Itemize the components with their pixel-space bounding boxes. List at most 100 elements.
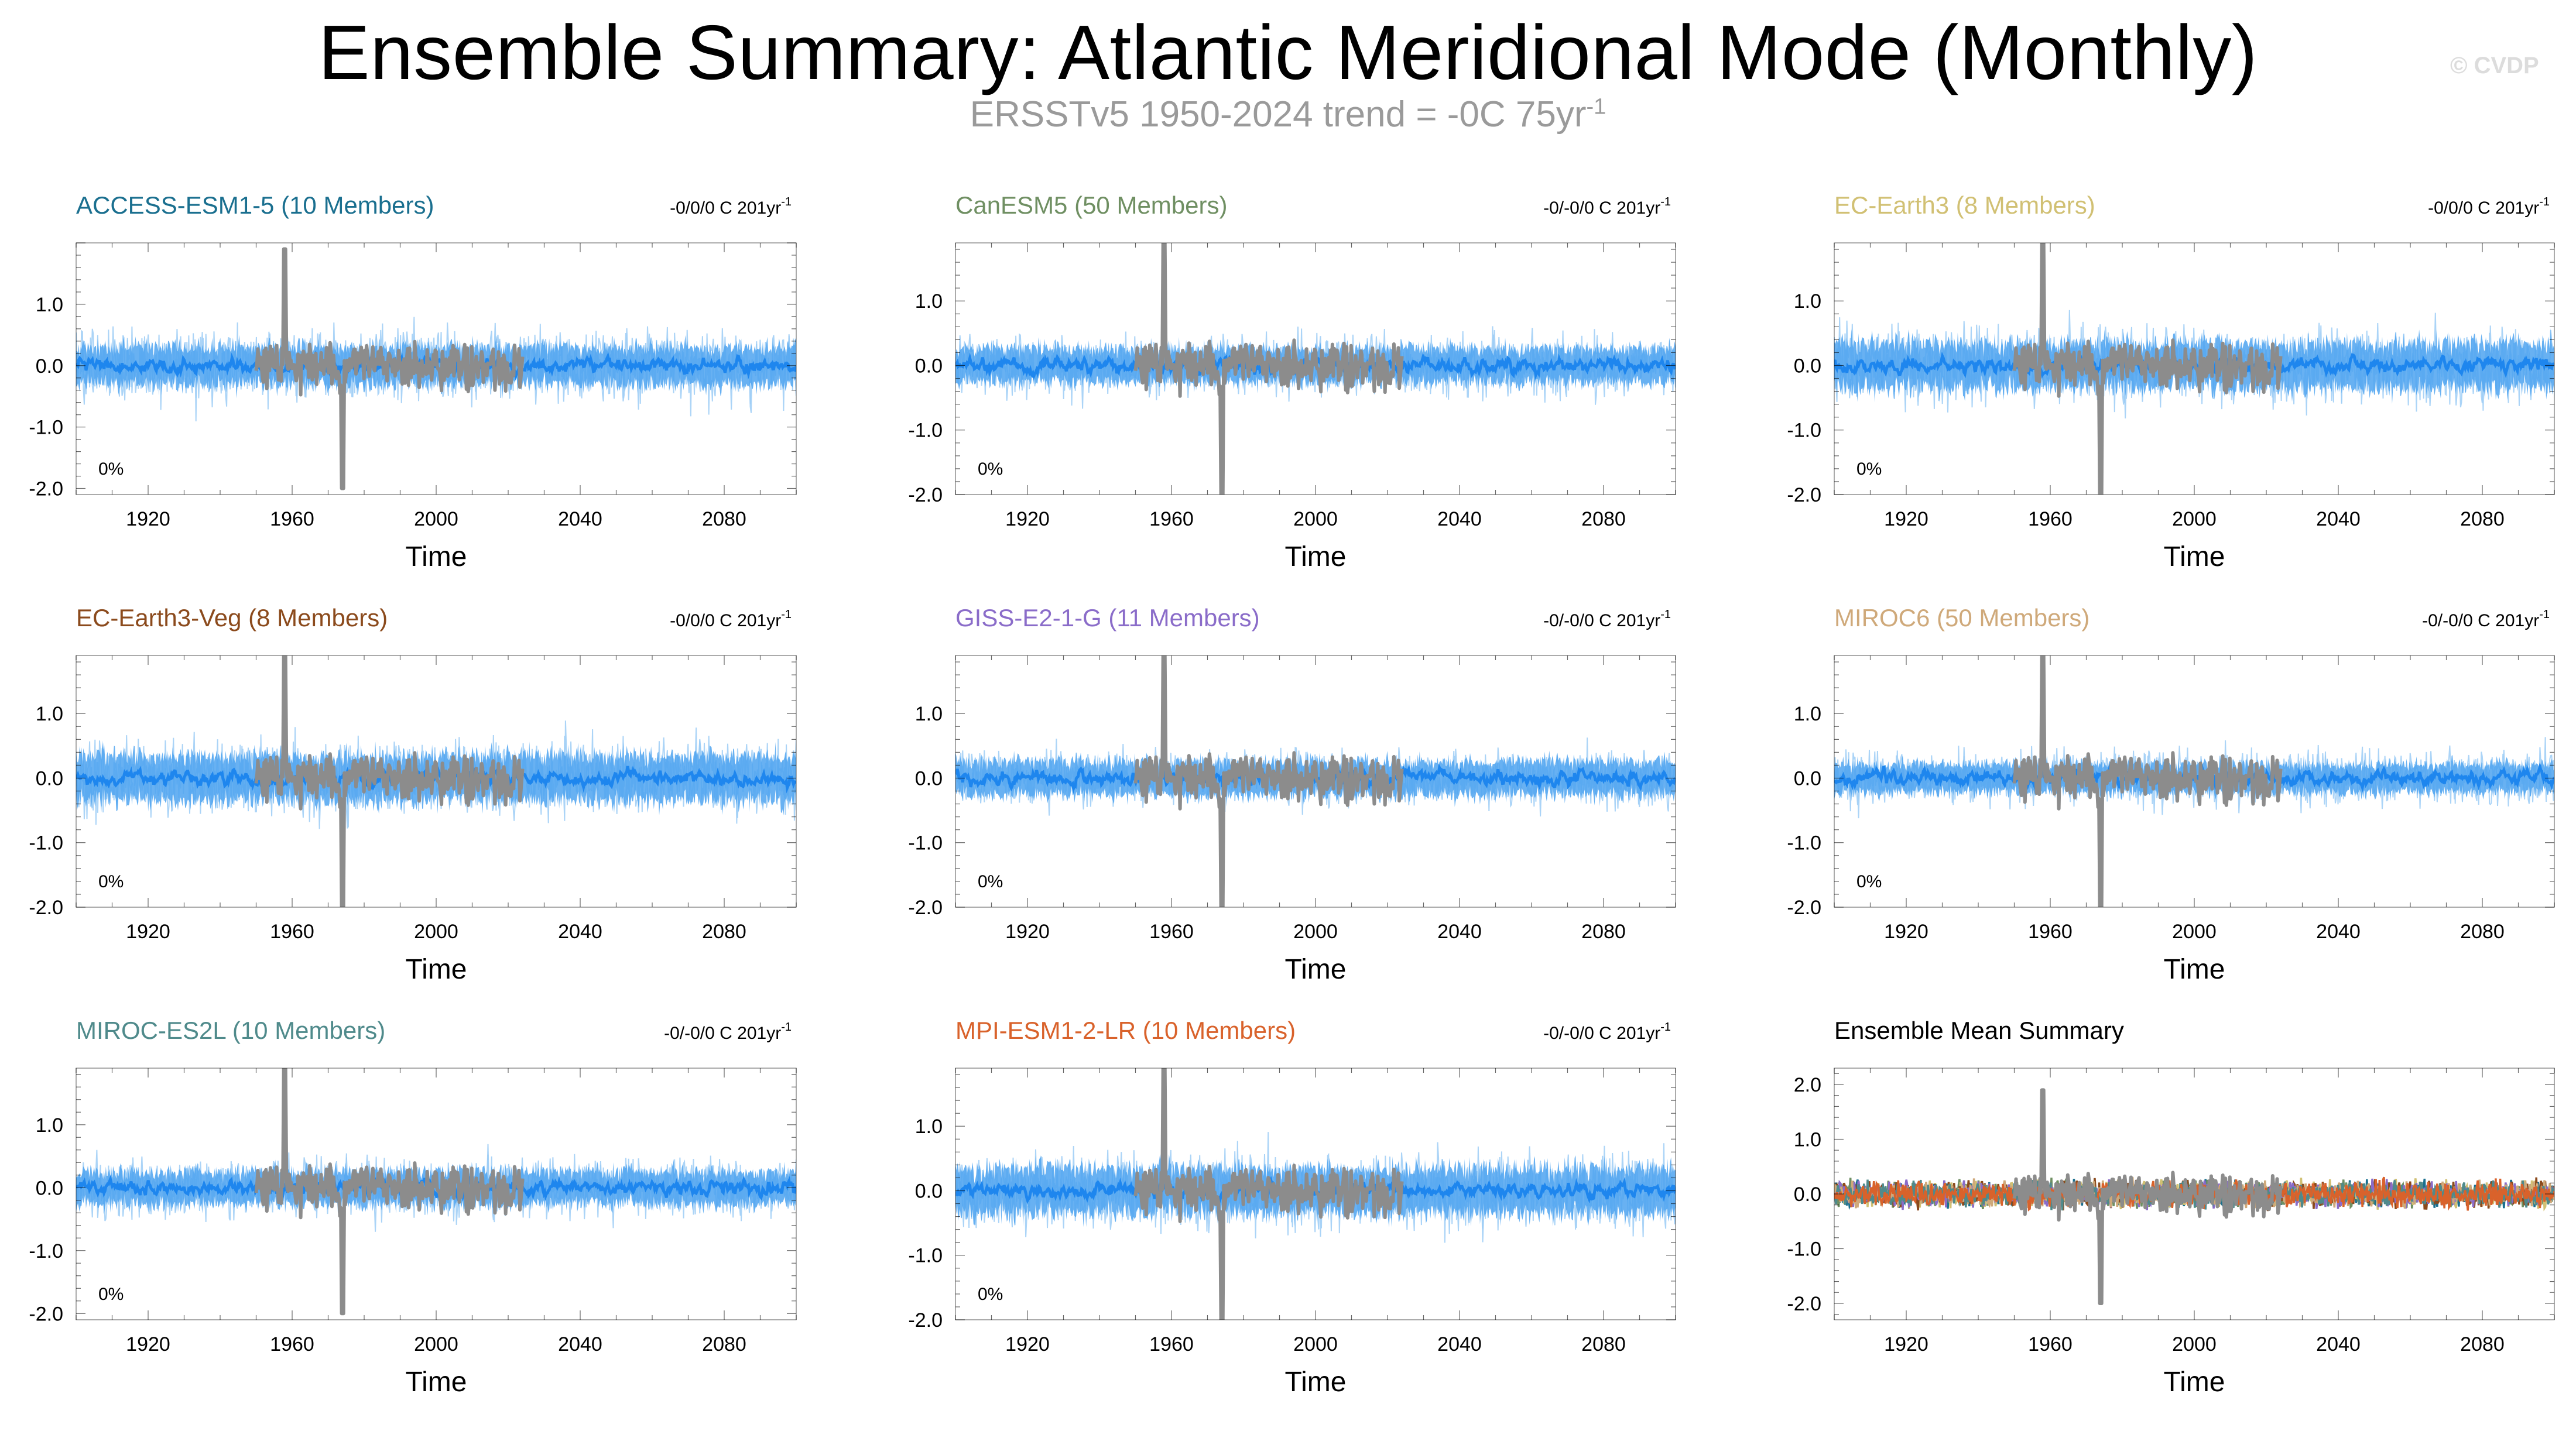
subtitle-superscript: -1: [1586, 94, 1606, 119]
observations-line: [2012, 243, 2283, 495]
x-tick-label: 2040: [1437, 508, 1482, 530]
y-tick-label: 0.0: [1794, 1183, 1821, 1206]
x-tick-label: 2080: [702, 1333, 746, 1355]
x-axis-label: Time: [2164, 954, 2225, 985]
x-tick-label: 2000: [2172, 921, 2217, 943]
plot-area: [1834, 656, 2554, 907]
x-tick-label: 1960: [270, 1333, 314, 1355]
x-tick-label: 1960: [1149, 508, 1194, 530]
plot-area: [76, 656, 796, 907]
x-tick-label: 1920: [126, 1333, 170, 1355]
trend-text: -0/-0/0 C 201yr: [664, 1024, 781, 1043]
plot-area: [76, 1068, 796, 1316]
trend-label: -0/-0/0 C 201yr-1: [1543, 1021, 1671, 1043]
y-tick-label: -1.0: [908, 420, 943, 442]
x-tick-label: 1960: [1149, 921, 1194, 943]
panel-title: ACCESS-ESM1-5 (10 Members): [76, 191, 434, 219]
y-tick-label: -1.0: [1787, 1238, 1821, 1260]
y-tick-label: 1.0: [1794, 1129, 1821, 1151]
y-tick-label: 1.0: [36, 294, 63, 316]
trend-superscript: -1: [2539, 608, 2550, 621]
observations-line: [1133, 656, 1404, 907]
x-axis-label: Time: [406, 1367, 467, 1398]
x-tick-label: 2040: [1437, 1333, 1482, 1355]
x-tick-label: 1920: [126, 921, 170, 943]
y-tick-label: -2.0: [908, 484, 943, 506]
x-tick-label: 1920: [126, 508, 170, 530]
trend-label: -0/-0/0 C 201yr-1: [1543, 608, 1671, 630]
y-tick-label: -2.0: [29, 478, 63, 500]
x-tick-label: 2000: [414, 921, 458, 943]
x-tick-label: 1920: [1884, 921, 1928, 943]
x-axis-label: Time: [2164, 1367, 2225, 1398]
y-tick-label: 2.0: [1794, 1074, 1821, 1096]
plot-area: [955, 243, 1676, 495]
x-tick-label: 2040: [558, 1333, 602, 1355]
x-tick-label: 1960: [2028, 921, 2073, 943]
observations-line: [254, 1068, 525, 1316]
panel-title: Ensemble Mean Summary: [1834, 1017, 2124, 1044]
trend-label: -0/-0/0 C 201yr-1: [1543, 195, 1671, 218]
x-axis-label: Time: [1285, 954, 1347, 985]
y-tick-label: -2.0: [29, 1303, 63, 1325]
trend-label: -0/-0/0 C 201yr-1: [664, 1021, 792, 1043]
x-tick-label: 1920: [1884, 1333, 1928, 1355]
x-tick-label: 1960: [2028, 1333, 2073, 1355]
observations-line: [2012, 656, 2283, 907]
y-tick-label: -2.0: [908, 1309, 943, 1332]
y-tick-label: -1.0: [908, 1245, 943, 1267]
x-tick-label: 2080: [2460, 508, 2505, 530]
x-tick-label: 1920: [1005, 921, 1050, 943]
x-tick-label: 2000: [1293, 508, 1338, 530]
y-tick-label: -2.0: [1787, 1293, 1821, 1315]
x-tick-label: 2040: [1437, 921, 1482, 943]
x-tick-label: 2080: [2460, 1333, 2505, 1355]
chart-panel-4: 1920 1960 2000 2040 2080 1.0 0.0 -1.0 -2.0 Time EC…: [29, 604, 797, 985]
x-tick-label: 2080: [1581, 508, 1626, 530]
y-tick-label: -2.0: [29, 897, 63, 919]
panel-title: CanESM5 (50 Members): [955, 191, 1227, 219]
y-tick-label: 0.0: [36, 355, 63, 378]
x-tick-label: 2000: [2172, 1333, 2217, 1355]
x-tick-label: 1920: [1884, 508, 1928, 530]
chart-panel-9: 1920 1960 2000 2040 2080 2.0 1.0 0.0 -1.0 -2.0 Tim…: [1787, 1017, 2555, 1398]
percent-label: 0%: [978, 459, 1003, 479]
plot-area: [955, 1068, 1676, 1320]
x-tick-label: 1920: [1005, 1333, 1050, 1355]
chart-panel-7: 1920 1960 2000 2040 2080 1.0 0.0 -1.0 -2.0 Time MI…: [29, 1017, 797, 1398]
trend-superscript: -1: [1660, 1021, 1671, 1034]
percent-label: 0%: [978, 1285, 1003, 1304]
x-tick-label: 2080: [702, 921, 746, 943]
trend-superscript: -1: [2539, 195, 2550, 208]
x-tick-label: 1920: [1005, 508, 1050, 530]
panel-title: MIROC6 (50 Members): [1834, 604, 2089, 632]
percent-label: 0%: [98, 1285, 124, 1304]
y-tick-label: 0.0: [915, 355, 943, 377]
y-tick-label: 1.0: [915, 1116, 943, 1138]
trend-text: -0/-0/0 C 201yr: [1543, 611, 1660, 630]
x-tick-label: 2040: [2316, 508, 2361, 530]
y-tick-label: 1.0: [36, 1114, 63, 1137]
y-tick-label: 1.0: [915, 703, 943, 725]
y-tick-label: -1.0: [1787, 832, 1821, 855]
trend-superscript: -1: [781, 195, 792, 208]
y-tick-label: -2.0: [1787, 484, 1821, 506]
x-tick-label: 2000: [414, 1333, 458, 1355]
x-tick-label: 2040: [558, 921, 602, 943]
x-tick-label: 2080: [1581, 1333, 1626, 1355]
subtitle-text: ERSSTv5 1950-2024 trend = -0C 75yr: [970, 94, 1587, 135]
panel-title: MPI-ESM1-2-LR (10 Members): [955, 1017, 1296, 1044]
x-axis-label: Time: [2164, 541, 2225, 572]
panel-title: EC-Earth3-Veg (8 Members): [76, 604, 388, 632]
x-tick-label: 1960: [1149, 1333, 1194, 1355]
chart-panel-2: 1920 1960 2000 2040 2080 1.0 0.0 -1.0 -2.0 Time Ca…: [908, 191, 1676, 572]
x-tick-label: 2040: [558, 508, 602, 530]
panel-title: GISS-E2-1-G (11 Members): [955, 604, 1260, 632]
x-tick-label: 2000: [1293, 1333, 1338, 1355]
y-tick-label: -1.0: [908, 832, 943, 855]
y-tick-label: -1.0: [1787, 420, 1821, 442]
x-tick-label: 2080: [702, 508, 746, 530]
observations-line: [254, 247, 525, 490]
y-tick-label: 0.0: [36, 1177, 63, 1199]
